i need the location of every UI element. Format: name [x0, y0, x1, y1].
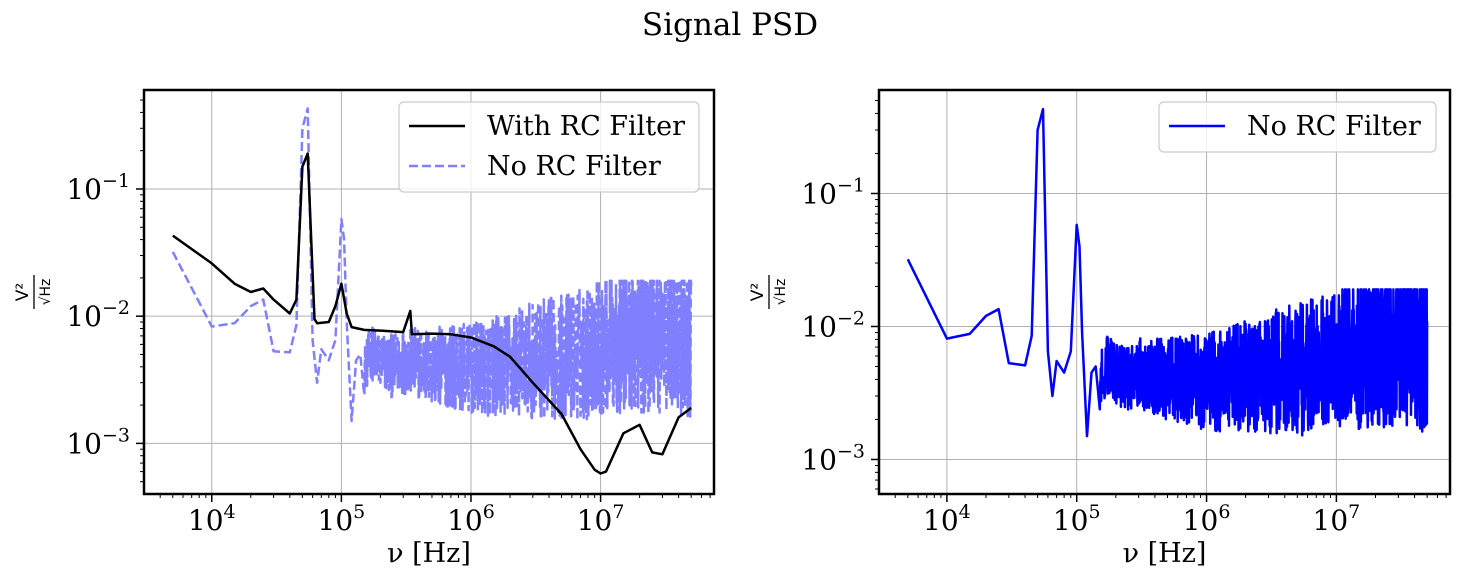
x-tick-label: 106	[1183, 501, 1231, 537]
legend-label: No RC Filter	[1247, 111, 1421, 142]
x-axis-label: ν [Hz]	[1123, 538, 1207, 569]
x-tick-label: 104	[188, 501, 236, 537]
series-line	[172, 152, 692, 475]
x-tick-label: 105	[1053, 501, 1101, 537]
series-line	[171, 107, 693, 423]
y-tick-label: 10−1	[801, 174, 865, 210]
figure-title: Signal PSD	[642, 7, 818, 43]
series-line	[906, 107, 1429, 438]
y-tick-label: 10−3	[801, 440, 865, 476]
series-no-rc-filter	[906, 107, 1429, 438]
y-tick-label: 10−2	[801, 307, 865, 343]
right-plot: 104 105 106 107 10−3 10−2 10−1 ν [Hz] V² √Hz No RC…	[748, 88, 1452, 569]
y-axis-label: V² √Hz	[748, 275, 789, 309]
x-tick-label: 105	[318, 501, 366, 537]
x-tick-label: 107	[1313, 501, 1361, 537]
legend-label: No RC Filter	[487, 151, 661, 182]
legend-box	[398, 101, 700, 193]
x-tick-label: 104	[923, 501, 971, 537]
legend-box	[1158, 101, 1437, 153]
y-label-numerator: V²	[748, 283, 768, 301]
legend-label: With RC Filter	[487, 111, 685, 142]
axes-frame	[142, 88, 716, 496]
series-with-rc-filter	[172, 152, 692, 475]
legend: With RC Filter No RC Filter	[398, 101, 700, 193]
y-axis-label: V² √Hz	[13, 275, 54, 309]
x-tick-label: 106	[447, 501, 495, 537]
left-plot: 104 105 106 107 10−3 10−2 10−1 ν [Hz] V² √Hz With …	[13, 88, 716, 569]
y-tick-label: 10−2	[66, 297, 130, 333]
legend: No RC Filter	[1158, 101, 1437, 153]
y-tick-label: 10−3	[66, 424, 130, 460]
y-label-numerator: V²	[13, 283, 33, 301]
series-no-rc-filter	[171, 107, 693, 423]
y-label-denominator: √Hz	[38, 279, 54, 306]
x-axis-label: ν [Hz]	[387, 538, 471, 569]
axes-frame	[877, 88, 1452, 496]
y-tick-label: 10−1	[66, 170, 130, 206]
x-tick-label: 107	[577, 501, 625, 537]
y-label-denominator: √Hz	[773, 279, 789, 306]
